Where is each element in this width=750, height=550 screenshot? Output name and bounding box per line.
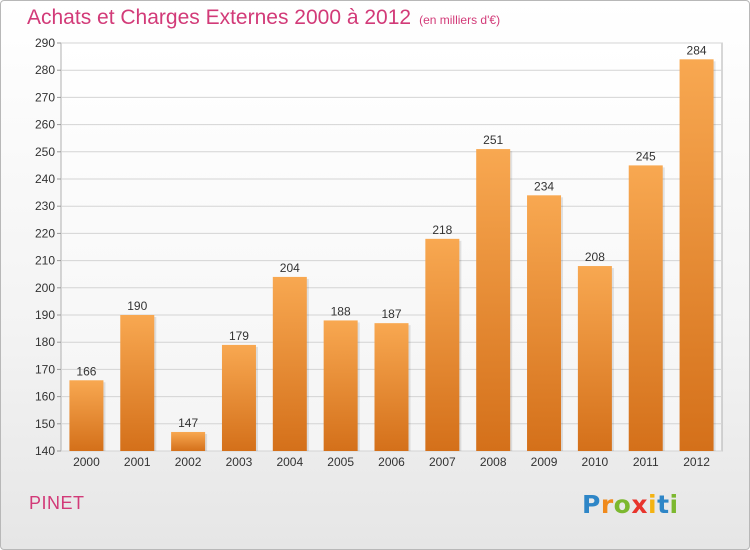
x-tick-label: 2009 [531,455,558,469]
commune-name: PINET [29,493,85,513]
y-tick-label: 200 [35,281,55,295]
x-tick-label: 2010 [582,455,609,469]
unit-label: (en milliers d'€) [419,13,501,27]
value-labels: 166 190 147 179 204 188 187 218 251 234 208 245 284 [76,43,707,430]
data-label: 234 [534,179,554,193]
title-text: Achats et Charges Externes 2000 à 2012 [27,6,412,29]
y-tick-label: 250 [35,145,55,159]
x-tick-label: 2012 [683,455,710,469]
y-tick-label: 270 [35,90,55,104]
x-tick-label: 2005 [327,455,354,469]
data-label: 190 [127,299,147,313]
data-label: 218 [432,223,452,237]
y-tick-label: 210 [35,254,55,268]
y-tick-label: 240 [35,172,55,186]
x-tick-label: 2007 [429,455,456,469]
data-label: 251 [483,133,503,147]
bar [272,276,307,451]
data-label: 204 [280,261,300,275]
y-tick-label: 260 [35,118,55,132]
bar [323,320,358,451]
x-tick-label: 2003 [226,455,253,469]
x-tick-label: 2001 [124,455,151,469]
bar [476,149,511,451]
bars [69,59,716,451]
bar [171,431,206,451]
data-label: 179 [229,329,249,343]
bar [527,195,562,451]
y-tick-label: 190 [35,308,55,322]
bar [577,266,612,451]
bar [120,315,155,451]
y-tick-label: 170 [35,362,55,376]
proxiti-logo[interactable]: Proxiti [582,490,679,519]
bar [374,323,409,451]
y-tick-label: 290 [35,36,55,50]
y-tick-label: 230 [35,199,55,213]
bar [425,238,460,451]
data-label: 208 [585,250,605,264]
x-tick-label: 2008 [480,455,507,469]
bar [679,59,714,451]
x-tick-label: 2006 [378,455,405,469]
data-label: 166 [76,364,96,378]
y-tick-label: 140 [35,444,55,458]
x-axis-ticks: 2000 2001 2002 2003 2004 2005 2006 2007 2008 2009… [73,455,710,469]
x-tick-label: 2000 [73,455,100,469]
y-tick-label: 180 [35,335,55,349]
data-label: 147 [178,416,198,430]
x-tick-label: 2004 [276,455,303,469]
y-axis-ticks: 140 150 160 170 180 190 200 210 220 230 240 250 260 2… [35,36,61,458]
x-tick-label: 2002 [175,455,202,469]
data-label: 188 [331,304,351,318]
bar [69,380,104,451]
data-label: 284 [687,43,707,57]
y-tick-label: 160 [35,390,55,404]
y-tick-label: 220 [35,226,55,240]
data-label: 245 [636,149,656,163]
y-tick-label: 280 [35,63,55,77]
bar [221,344,256,451]
y-tick-label: 150 [35,417,55,431]
data-label: 187 [381,307,401,321]
x-tick-label: 2011 [633,455,659,469]
chart-title: Achats et Charges Externes 2000 à 2012 (e… [27,6,500,30]
bar [628,165,663,451]
